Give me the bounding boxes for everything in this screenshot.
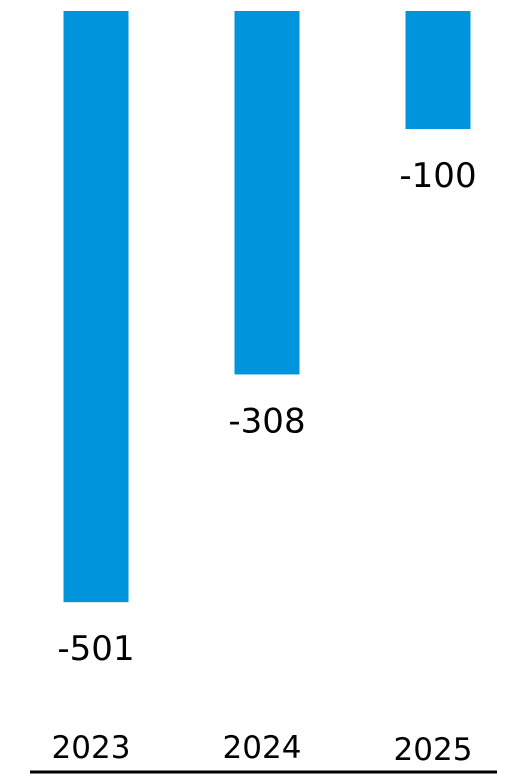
bars-group: [63, 11, 471, 603]
bar-2023: [63, 11, 129, 603]
value-labels-group: -501 -308 -100: [57, 156, 476, 669]
x-tick-label-2023: 2023: [52, 730, 131, 766]
x-tick-label-2024: 2024: [223, 730, 302, 766]
bar-2025: [405, 11, 471, 129]
bar-2024: [234, 11, 300, 375]
data-label-2023: -501: [57, 629, 134, 669]
data-label-2024: -308: [228, 401, 305, 441]
data-label-2025: -100: [399, 156, 476, 196]
x-tick-label-2025: 2025: [394, 732, 473, 768]
x-tick-labels-group: 2023 2024 2025: [52, 730, 473, 768]
